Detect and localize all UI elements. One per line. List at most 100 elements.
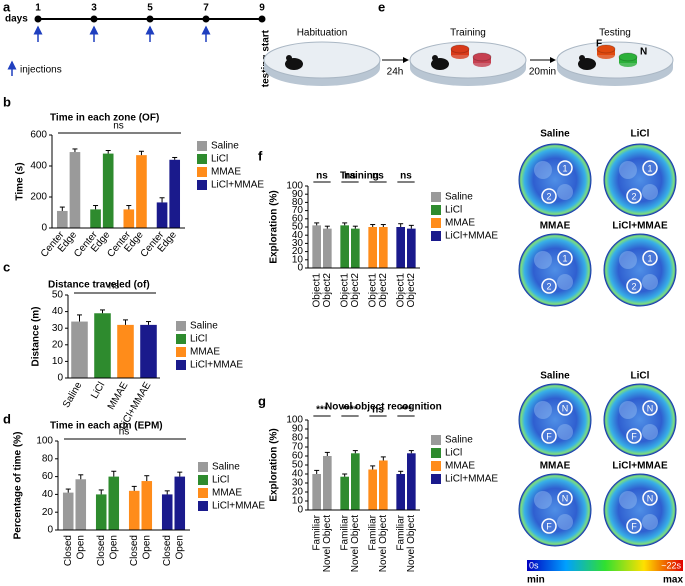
- heatmap: [603, 143, 677, 217]
- day-dot: [202, 15, 210, 23]
- panel-letter: c: [3, 259, 10, 274]
- legend-swatch: [197, 141, 207, 151]
- heatmap-blob: [557, 424, 573, 440]
- legend-swatch: [197, 180, 207, 190]
- legend-swatch: [197, 167, 207, 177]
- y-tick-label: 30: [292, 478, 304, 489]
- bar: [95, 494, 107, 530]
- bar: [108, 476, 120, 530]
- y-tick-label: 10: [292, 496, 304, 507]
- y-tick-label: 80: [42, 453, 54, 464]
- legend-swatch: [431, 461, 441, 471]
- legend-label: LiCl+MMAE: [190, 360, 243, 371]
- legend-swatch: [198, 462, 208, 472]
- y-tick-label: 20: [42, 507, 54, 518]
- sig-label: ns: [119, 427, 130, 438]
- heatmap: [603, 383, 677, 457]
- x-tick-label: Open: [141, 535, 152, 559]
- bar: [379, 460, 388, 510]
- y-tick-label: 50: [52, 290, 64, 301]
- marker: [626, 278, 642, 294]
- y-axis-label: Time (s): [15, 162, 26, 200]
- y-tick-label: 80: [292, 433, 304, 444]
- stage-label: Habituation: [297, 28, 348, 39]
- legend-label: LiCl: [212, 475, 229, 486]
- bar: [312, 225, 321, 268]
- legend-swatch: [431, 205, 441, 215]
- panel-letter: e: [378, 0, 385, 14]
- bar: [94, 313, 111, 378]
- x-tick-label: Novel Object: [406, 515, 417, 572]
- marker: [557, 250, 573, 266]
- heatmap-blob: [619, 251, 637, 269]
- object: [596, 44, 616, 54]
- day-dot: [34, 15, 42, 23]
- x-tick-label: Familiar: [367, 514, 378, 550]
- interval-label: 24h: [387, 67, 404, 78]
- object-label: N: [640, 47, 647, 58]
- legend-label: LiCl+MMAE: [445, 474, 498, 485]
- x-tick-label: Novel Object: [322, 515, 333, 572]
- x-tick-label: Object1: [367, 273, 378, 308]
- colorbar-high: max: [663, 575, 683, 586]
- bar: [117, 324, 134, 378]
- y-tick-label: 90: [292, 189, 304, 200]
- y-tick-label: 50: [292, 460, 304, 471]
- legend-label: MMAE: [211, 167, 241, 178]
- bar: [368, 227, 377, 268]
- panel-letter: d: [3, 411, 11, 426]
- x-tick-label: Object2: [406, 273, 417, 308]
- heatmap: [603, 473, 677, 547]
- marker: [642, 400, 658, 416]
- chart-title: Distance traveled (of): [48, 280, 150, 291]
- day-dot: [90, 15, 98, 23]
- day-label: 3: [91, 3, 97, 14]
- legend-swatch: [198, 501, 208, 511]
- legend-swatch: [431, 474, 441, 484]
- sig-label: ****: [342, 405, 358, 416]
- marker-label: F: [546, 431, 552, 441]
- day-label: 1: [35, 3, 41, 14]
- marker: [626, 188, 642, 204]
- bar: [71, 321, 88, 378]
- heatmap-blob: [642, 184, 658, 200]
- y-axis-label: Percentage of time (%): [13, 432, 24, 540]
- sig-label: ***: [316, 405, 328, 416]
- marker: [541, 278, 557, 294]
- x-tick-label: Object2: [378, 273, 389, 308]
- marker-label: N: [647, 403, 654, 413]
- x-tick-label: Object2: [322, 273, 333, 308]
- dish-top: [263, 41, 381, 79]
- marker: [541, 428, 557, 444]
- marker: [626, 518, 642, 534]
- marker-label: 2: [631, 191, 636, 201]
- stage-label: Testing: [599, 28, 631, 39]
- heatmap-blob: [619, 491, 637, 509]
- marker: [642, 490, 658, 506]
- panel-letter: g: [258, 393, 266, 408]
- heatmap-title: LiCl+MMAE: [612, 461, 668, 472]
- x-tick-label: Novel Object: [350, 515, 361, 572]
- marker-label: 1: [647, 163, 652, 173]
- y-tick-label: 60: [42, 471, 54, 482]
- legend-label: LiCl+MMAE: [211, 180, 264, 191]
- bar: [340, 476, 349, 510]
- y-tick-label: 200: [30, 192, 47, 203]
- object: [472, 52, 492, 62]
- bar: [62, 492, 74, 530]
- bar: [351, 228, 360, 268]
- legend-swatch: [431, 218, 441, 228]
- y-tick-label: 20: [292, 487, 304, 498]
- heatmap-blob: [619, 401, 637, 419]
- marker: [541, 188, 557, 204]
- marker: [626, 428, 642, 444]
- stage-label: Training: [450, 28, 486, 39]
- bar: [351, 453, 360, 510]
- bar: [136, 155, 147, 228]
- legend-swatch: [431, 448, 441, 458]
- y-tick-label: 0: [57, 373, 63, 384]
- bar: [174, 476, 186, 530]
- marker-label: F: [546, 521, 552, 531]
- mouse: [285, 58, 303, 70]
- colorbar-min: 0s: [529, 560, 539, 570]
